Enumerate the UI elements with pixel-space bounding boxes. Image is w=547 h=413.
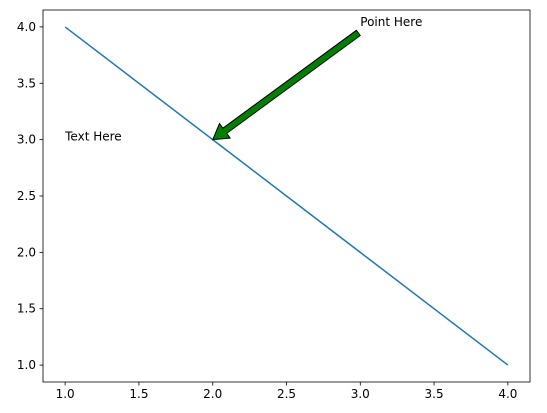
plot-frame bbox=[42, 9, 531, 383]
series-line bbox=[64, 26, 509, 366]
text-annotation: Text Here bbox=[64, 130, 122, 144]
annotation-arrow bbox=[211, 29, 361, 141]
x-tick-label: 2.0 bbox=[203, 387, 222, 401]
x-tick-label: 1.5 bbox=[129, 387, 148, 401]
arrow-annotation-label: Point Here bbox=[360, 15, 422, 29]
plot-layer bbox=[64, 26, 509, 366]
x-tick-label: 3.5 bbox=[425, 387, 444, 401]
y-tick-label: 1.5 bbox=[17, 302, 36, 316]
y-tick-label: 1.0 bbox=[17, 358, 36, 372]
y-tick-label: 3.5 bbox=[17, 76, 36, 90]
x-tick-label: 1.0 bbox=[56, 387, 75, 401]
annotation-layer: Text Here Point Here bbox=[64, 15, 422, 144]
y-tick-label: 2.5 bbox=[17, 189, 36, 203]
x-tick-label: 3.0 bbox=[351, 387, 370, 401]
tick-layer: 1.0 1.5 2.0 2.5 3.0 3.5 4.0 1.0 1.5 2.0 2.5 3.0 3.5 4… bbox=[17, 20, 518, 401]
y-tick-label: 4.0 bbox=[17, 20, 36, 34]
x-tick-label: 4.0 bbox=[498, 387, 517, 401]
y-tick-label: 3.0 bbox=[17, 133, 36, 147]
y-tick-label: 2.0 bbox=[17, 245, 36, 259]
x-tick-label: 2.5 bbox=[277, 387, 296, 401]
